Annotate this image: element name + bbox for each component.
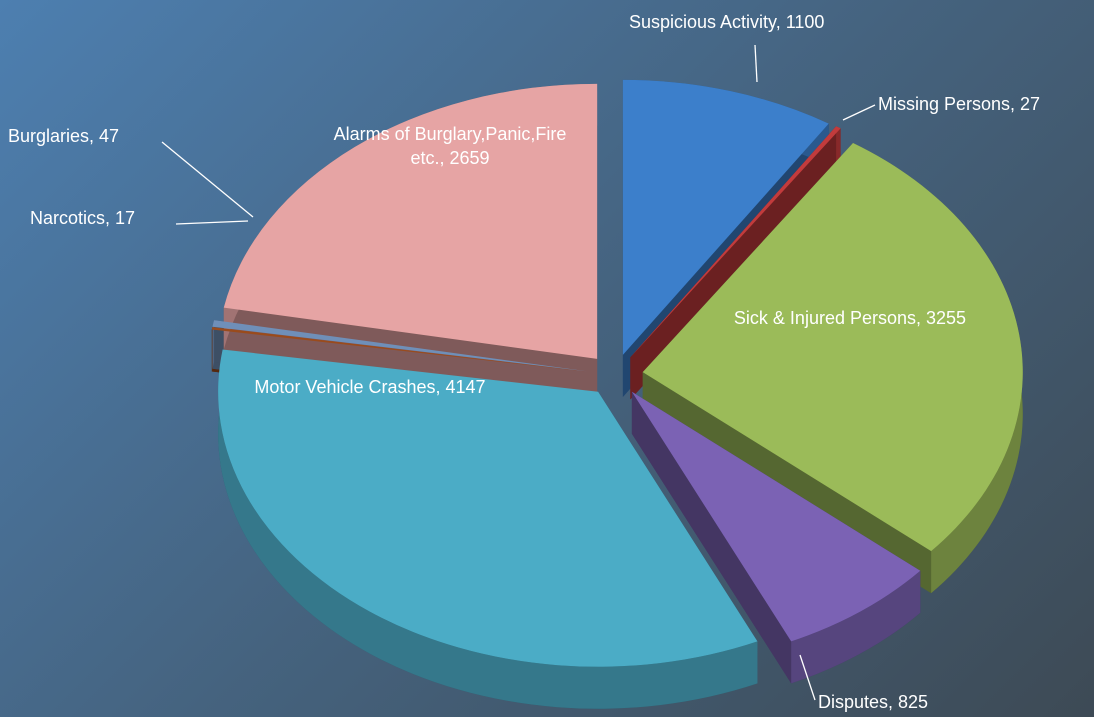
slice xyxy=(223,83,598,359)
slice xyxy=(622,79,829,355)
data-label: Burglaries, 47 xyxy=(8,126,120,146)
slice-side xyxy=(218,349,758,709)
data-label: Alarms of Burglary,Panic,Fire etc., 2659 xyxy=(333,124,567,168)
data-label: Missing Persons, 27 xyxy=(878,94,1041,114)
data-label: Sick & Injured Persons, 3255 xyxy=(733,308,967,328)
slice-side xyxy=(223,307,598,401)
slice xyxy=(631,391,921,642)
leader-line xyxy=(161,141,254,218)
data-label: Motor Vehicle Crashes, 4147 xyxy=(254,377,486,397)
slice xyxy=(642,143,1023,552)
slice xyxy=(630,126,841,358)
slice-side xyxy=(211,327,213,372)
leader-line xyxy=(754,44,758,83)
slice-side xyxy=(212,320,215,369)
slice xyxy=(211,327,588,372)
slice-side xyxy=(631,391,792,684)
leader-line xyxy=(175,220,249,225)
leader-line xyxy=(799,654,816,701)
slice xyxy=(212,320,588,372)
leader-line xyxy=(842,104,876,121)
slice-side xyxy=(791,570,921,684)
data-label: Suspicious Activity, 1100 xyxy=(629,12,825,32)
data-label: Disputes, 825 xyxy=(818,692,929,712)
data-label: Narcotics, 17 xyxy=(30,208,136,228)
slice xyxy=(218,349,758,667)
